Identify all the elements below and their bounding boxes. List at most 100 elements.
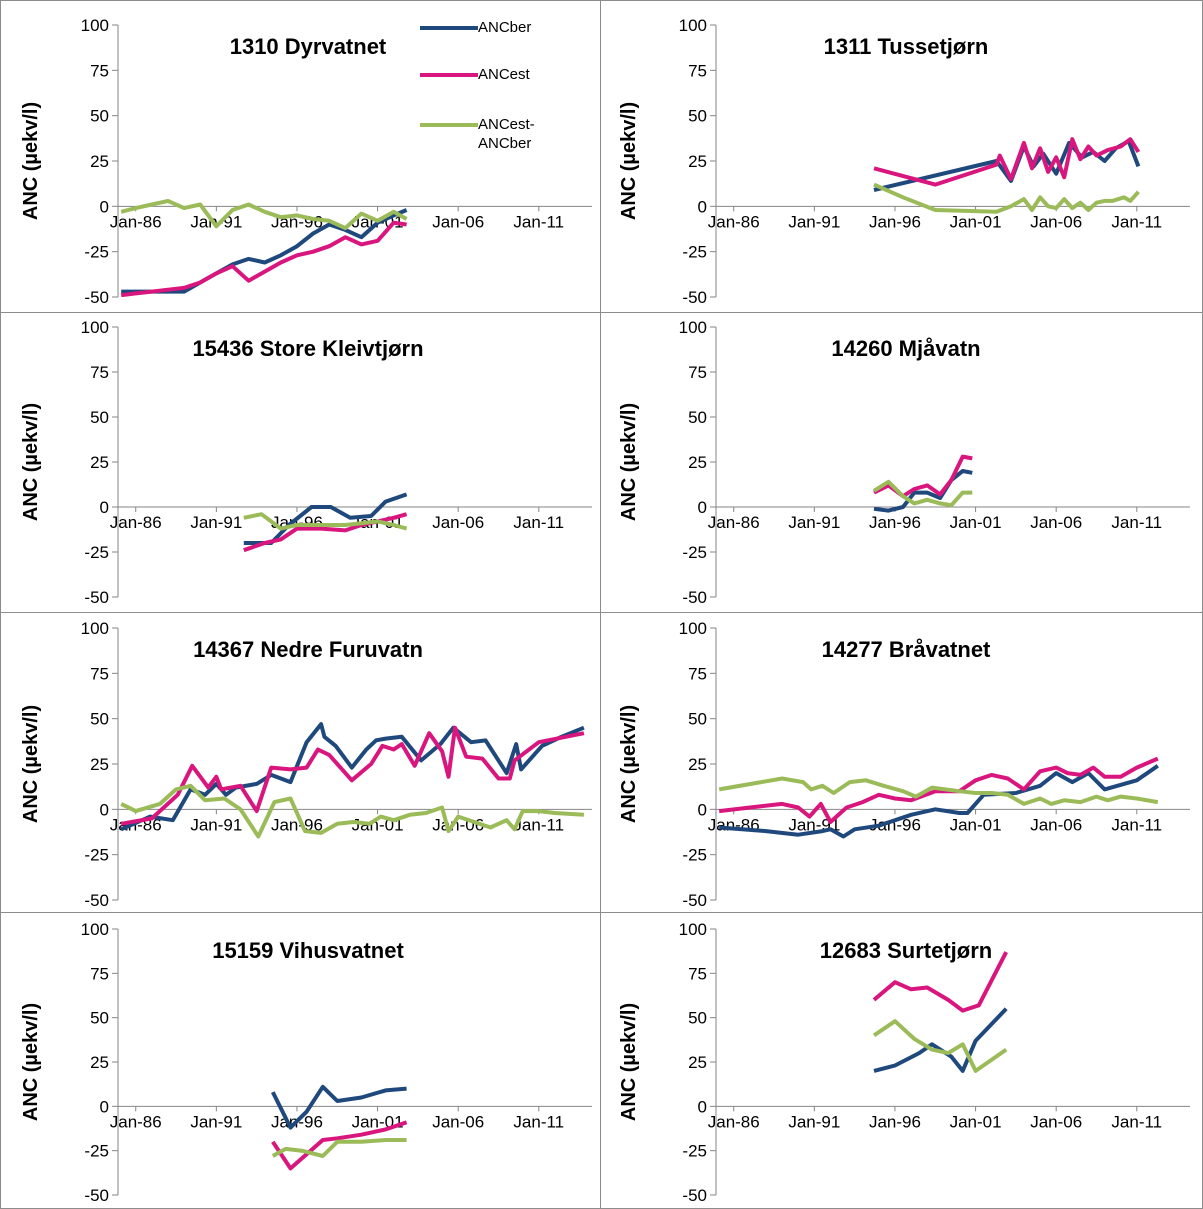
- series-line: [873, 137, 1141, 187]
- x-tick-label: Jan-06: [432, 212, 484, 231]
- x-tick-label: Jan-11: [1111, 513, 1162, 532]
- y-tick-label: 75: [688, 664, 707, 683]
- x-tick-label: Jan-86: [708, 212, 760, 231]
- y-tick-label: -50: [682, 588, 707, 607]
- y-axis-label: ANC (µekv/l): [20, 1003, 42, 1121]
- y-tick-label: 25: [90, 755, 109, 774]
- series-line: [120, 198, 408, 231]
- y-tick-label: 75: [90, 664, 109, 683]
- x-tick-label: Jan-06: [432, 1112, 484, 1131]
- series-line: [873, 182, 1140, 214]
- series-line: [243, 512, 408, 553]
- y-tick-label: 100: [81, 619, 109, 638]
- y-tick-label: 100: [81, 318, 109, 337]
- series-line: [719, 764, 1159, 839]
- y-tick-label: -25: [682, 243, 707, 262]
- y-tick-label: 50: [90, 107, 109, 126]
- y-tick-label: -25: [682, 1142, 707, 1161]
- y-tick-label: 0: [698, 800, 707, 819]
- series-line: [872, 951, 1008, 1013]
- x-tick-label: Jan-91: [788, 212, 840, 231]
- series-line: [271, 1120, 408, 1171]
- y-tick-label: 25: [90, 152, 109, 171]
- y-tick-label: 0: [698, 1097, 707, 1116]
- y-tick-label: 0: [698, 498, 707, 517]
- y-tick-label: -25: [682, 846, 707, 865]
- chart-title: 14260 Mjåvatn: [831, 336, 980, 361]
- y-tick-label: -25: [84, 543, 109, 562]
- y-tick-label: 75: [688, 61, 707, 80]
- y-tick-label: 100: [679, 619, 707, 638]
- x-tick-label: Jan-06: [432, 513, 484, 532]
- y-axis-label: ANC (µekv/l): [618, 1003, 640, 1121]
- y-tick-label: 25: [688, 152, 707, 171]
- y-tick-label: -25: [84, 243, 109, 262]
- y-axis-label: ANC (µekv/l): [20, 102, 42, 220]
- y-axis-label: ANC (µekv/l): [20, 403, 42, 521]
- chart-title: 15436 Store Kleivtjørn: [192, 336, 423, 361]
- chart-title: 1311 Tussetjørn: [824, 34, 989, 59]
- series-line: [120, 722, 585, 832]
- x-tick-label: Jan-96: [869, 212, 921, 231]
- y-tick-label: 25: [688, 755, 707, 774]
- x-tick-label: Jan-91: [788, 513, 840, 532]
- series-line: [120, 725, 585, 826]
- y-tick-label: 0: [698, 197, 707, 216]
- series-line: [243, 512, 408, 531]
- y-tick-label: 50: [90, 1009, 109, 1028]
- y-tick-label: 0: [100, 498, 109, 517]
- series-line: [120, 220, 407, 298]
- y-tick-label: 50: [688, 710, 707, 729]
- y-tick-label: -25: [84, 846, 109, 865]
- chart-title: 12683 Surtetjørn: [820, 938, 992, 963]
- y-tick-label: 100: [679, 318, 707, 337]
- x-tick-label: Jan-91: [190, 513, 242, 532]
- x-tick-label: Jan-86: [110, 1112, 162, 1131]
- x-tick-label: Jan-11: [513, 1112, 564, 1131]
- y-axis-label: ANC (µekv/l): [618, 705, 640, 823]
- x-tick-label: Jan-86: [110, 212, 162, 231]
- series-line: [243, 492, 408, 545]
- series-line: [872, 479, 973, 508]
- y-axis-label: ANC (µekv/l): [20, 705, 42, 823]
- y-tick-label: -25: [682, 543, 707, 562]
- x-tick-label: Jan-91: [190, 1112, 242, 1131]
- y-tick-label: 25: [688, 453, 707, 472]
- x-tick-label: Jan-96: [869, 513, 921, 532]
- y-tick-label: 25: [90, 1053, 109, 1072]
- series-line: [873, 469, 973, 513]
- x-tick-label: Jan-06: [1030, 513, 1082, 532]
- y-tick-label: 25: [688, 1053, 707, 1072]
- chart-title: 1310 Dyrvatnet: [230, 34, 387, 59]
- y-tick-label: 100: [81, 16, 109, 35]
- series-line: [271, 1138, 407, 1158]
- y-tick-label: 75: [90, 964, 109, 983]
- legend-label: ANCest: [478, 66, 530, 83]
- x-tick-label: Jan-01: [352, 1112, 404, 1131]
- y-tick-label: 100: [81, 920, 109, 939]
- y-tick-label: -50: [84, 588, 109, 607]
- series-line: [872, 1019, 1008, 1073]
- y-tick-label: 50: [90, 710, 109, 729]
- y-tick-label: 75: [90, 363, 109, 382]
- x-tick-label: Jan-06: [1030, 815, 1082, 834]
- series-line: [718, 776, 1159, 806]
- legend-label: ANCest-​ANCber: [478, 116, 535, 152]
- x-tick-label: Jan-86: [708, 513, 760, 532]
- y-tick-label: -50: [84, 891, 109, 910]
- y-tick-label: -50: [682, 891, 707, 910]
- y-axis-label: ANC (µekv/l): [618, 102, 640, 220]
- y-tick-label: 75: [90, 61, 109, 80]
- y-tick-label: 75: [688, 964, 707, 983]
- y-tick-label: 25: [90, 453, 109, 472]
- x-tick-label: Jan-11: [1111, 1112, 1162, 1131]
- chart-title: 14277 Bråvatnet: [822, 637, 991, 662]
- y-tick-label: 0: [100, 1097, 109, 1116]
- x-tick-label: Jan-01: [950, 815, 1002, 834]
- y-tick-label: 50: [688, 408, 707, 427]
- x-tick-label: Jan-96: [869, 1112, 921, 1131]
- y-tick-label: 0: [100, 800, 109, 819]
